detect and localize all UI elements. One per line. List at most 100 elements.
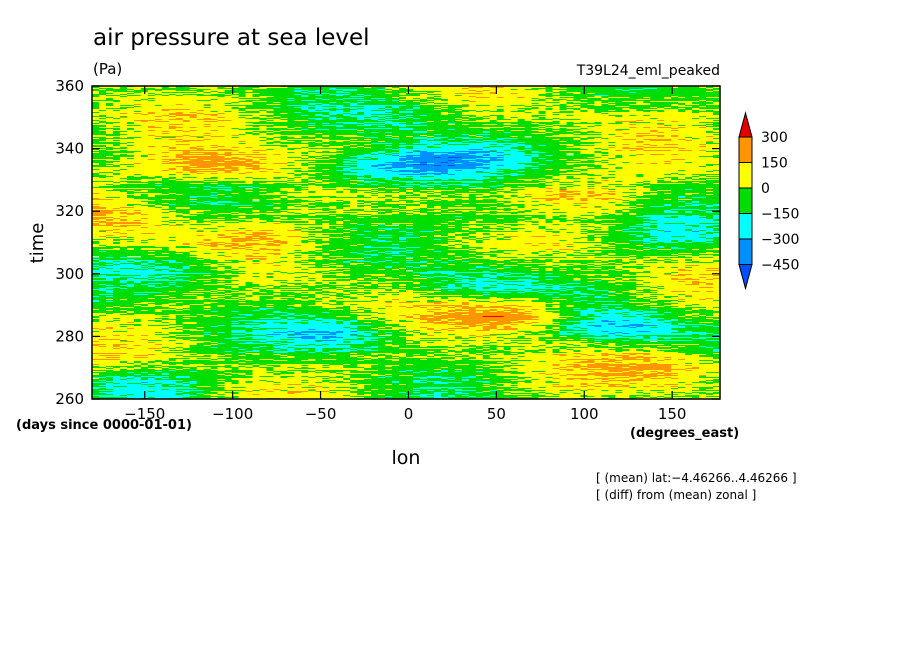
heatmap-cell (266, 163, 274, 165)
heatmap-cell (475, 220, 484, 222)
heatmap-cell (657, 124, 665, 126)
heatmap-cell (301, 213, 309, 215)
heatmap-cell (203, 105, 211, 107)
heatmap-cell (392, 214, 407, 216)
heatmap-cell (594, 93, 721, 95)
heatmap-cell (531, 253, 539, 255)
heatmap-cell (615, 150, 623, 152)
heatmap-cell (433, 144, 442, 146)
heatmap-cell (566, 189, 609, 191)
heatmap-cell (636, 206, 651, 208)
heatmap-cell (266, 245, 281, 247)
heatmap-cell (538, 180, 602, 182)
heatmap-cell (343, 161, 351, 163)
heatmap-cell (140, 111, 211, 113)
heatmap-cell (399, 156, 414, 158)
heatmap-cell (629, 133, 637, 135)
heatmap-cell (322, 110, 330, 112)
heatmap-cell (217, 217, 225, 219)
heatmap-cell (252, 169, 260, 171)
heatmap-cell (406, 228, 414, 230)
heatmap-cell (545, 113, 602, 115)
heatmap-cell (210, 135, 232, 137)
heatmap-cell (92, 250, 170, 252)
heatmap-cell (601, 98, 609, 100)
heatmap-cell (517, 229, 546, 231)
heatmap-cell (657, 247, 665, 249)
heatmap-cell (119, 122, 128, 124)
heatmap-cell (329, 243, 449, 245)
heatmap-cell (92, 165, 107, 167)
heatmap-cell (133, 105, 156, 107)
heatmap-cell (454, 93, 484, 95)
heatmap-cell (650, 97, 665, 99)
heatmap-cell (182, 121, 190, 123)
heatmap-cell (461, 88, 470, 90)
heatmap-cell (552, 188, 560, 190)
heatmap-cell (92, 203, 149, 205)
heatmap-cell (308, 191, 316, 193)
heatmap-cell (392, 210, 400, 212)
heatmap-cell (273, 203, 281, 205)
heatmap-cell (98, 224, 107, 226)
heatmap-cell (496, 226, 504, 228)
heatmap-cell (210, 197, 218, 199)
heatmap-cell (259, 240, 274, 242)
heatmap-cell (119, 118, 177, 120)
heatmap-cell (475, 120, 491, 122)
heatmap-cell (154, 256, 170, 258)
heatmap-cell (433, 100, 442, 102)
heatmap-cell (713, 87, 721, 89)
heatmap-cell (594, 218, 644, 220)
heatmap-cell (343, 222, 470, 224)
heatmap-cell (287, 113, 330, 115)
heatmap-cell (538, 222, 546, 224)
heatmap-cell (496, 109, 504, 111)
heatmap-cell (545, 100, 553, 102)
heatmap-cell (175, 247, 197, 249)
heatmap-cell (329, 93, 386, 95)
heatmap-cell (573, 168, 588, 170)
heatmap-cell (706, 144, 721, 146)
heatmap-cell (517, 138, 574, 140)
heatmap-cell (92, 105, 100, 107)
heatmap-cell (482, 142, 498, 144)
heatmap-cell (566, 100, 700, 102)
heatmap-cell (203, 94, 211, 96)
heatmap-cell (643, 120, 658, 122)
heatmap-cell (713, 102, 721, 104)
heatmap-cell (217, 171, 225, 173)
heatmap-cell (252, 253, 260, 255)
heatmap-cell (636, 186, 644, 188)
heatmap-cell (468, 104, 560, 106)
heatmap-cell (245, 158, 302, 160)
heatmap-cell (594, 223, 602, 225)
heatmap-cell (126, 233, 142, 235)
heatmap-cell (706, 150, 721, 152)
heatmap-cell (308, 175, 323, 177)
heatmap-cell (399, 94, 407, 96)
heatmap-cell (615, 156, 623, 158)
heatmap-cell (308, 255, 372, 257)
heatmap-cell (217, 183, 232, 185)
heatmap-cell (238, 107, 246, 109)
heatmap-cell (580, 250, 588, 252)
heatmap-cell (538, 118, 546, 120)
heatmap-cell (475, 191, 491, 193)
heatmap-cell (308, 91, 323, 93)
heatmap-cell (92, 153, 114, 155)
heatmap-cell (224, 246, 232, 248)
heatmap-cell (196, 177, 211, 179)
heatmap-cell (461, 119, 470, 121)
heatmap-cell (385, 132, 393, 134)
heatmap-cell (461, 226, 484, 228)
heatmap-cell (454, 234, 470, 236)
heatmap-cell (98, 110, 107, 112)
heatmap-cell (608, 98, 665, 100)
heatmap-cell (406, 115, 414, 117)
heatmap-cell (357, 166, 372, 168)
heatmap-cell (301, 192, 309, 194)
heatmap-cell (266, 134, 274, 136)
heatmap-cell (385, 135, 393, 137)
heatmap-cell (566, 104, 581, 106)
